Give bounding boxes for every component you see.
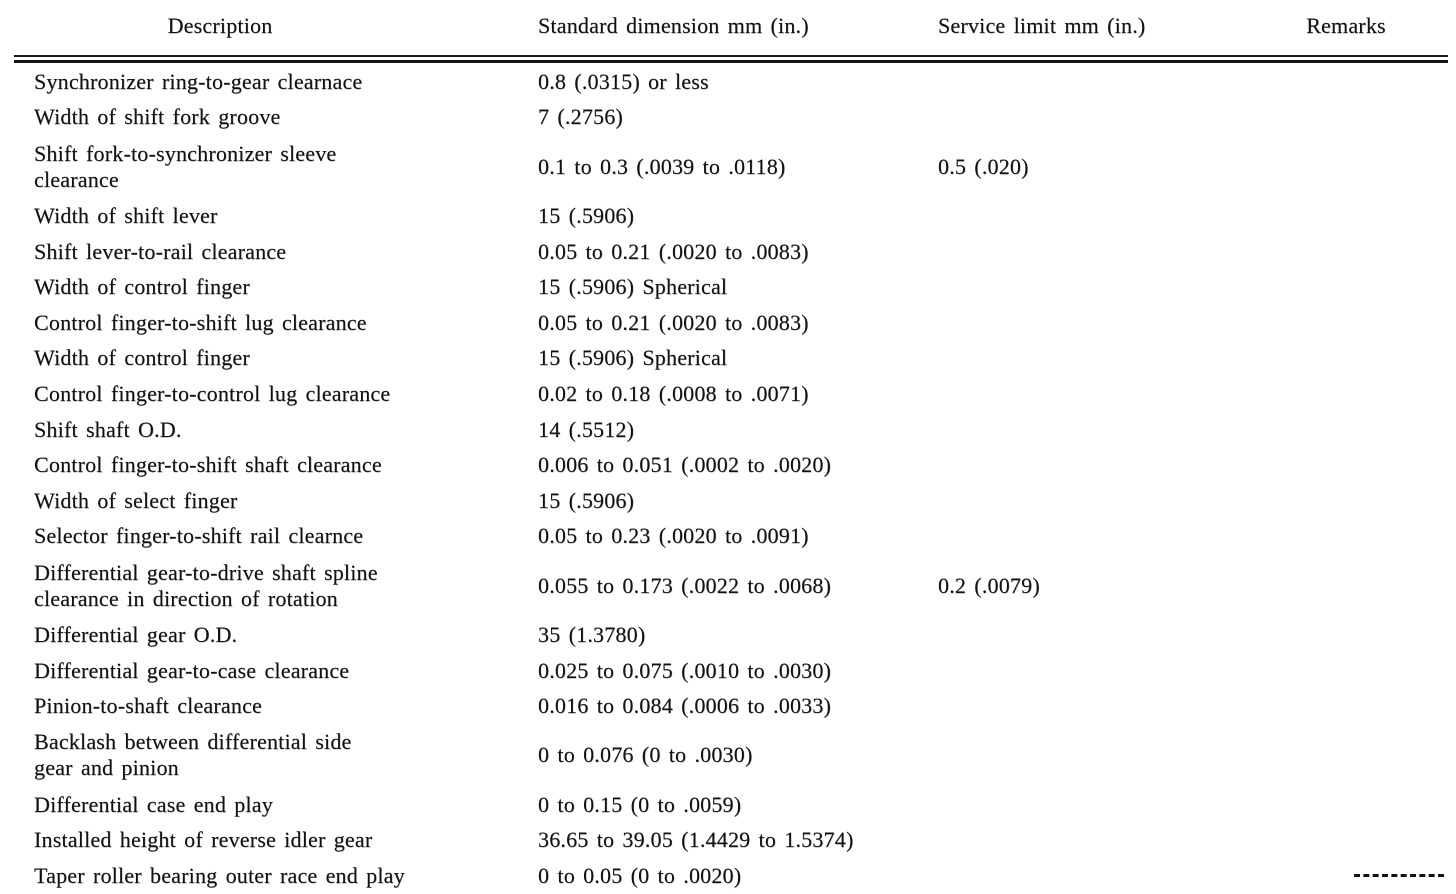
description-cell: Control finger-to-shift shaft clearance	[34, 452, 382, 478]
table-row: Control finger-to-shift shaft clearance …	[0, 447, 1456, 483]
description-cell: Backlash between differential side gear …	[34, 729, 352, 781]
standard-dimension-cell: 0.055 to 0.173 (.0022 to .0068)	[538, 572, 832, 598]
description-cell: Shift fork-to-synchronizer sleeve cleara…	[34, 140, 337, 192]
table-row: Backlash between differential side gear …	[0, 724, 1456, 787]
description-cell: Selector finger-to-shift rail clearnce	[34, 523, 364, 549]
standard-dimension-cell: 15 (.5906) Spherical	[538, 274, 728, 300]
description-cell: Differential gear-to-case clearance	[34, 657, 350, 683]
table-row: Control finger-to-control lug clearance …	[0, 376, 1456, 412]
description-cell: Pinion-to-shaft clearance	[34, 693, 263, 719]
standard-dimension-cell: 0.025 to 0.075 (.0010 to .0030)	[538, 657, 832, 683]
table-row: Shift fork-to-synchronizer sleeve cleara…	[0, 135, 1456, 198]
description-cell: Shift lever-to-rail clearance	[34, 238, 287, 264]
table-row: Width of shift lever 15 (.5906)	[0, 198, 1456, 234]
table-row: Differential gear-to-drive shaft spline …	[0, 554, 1456, 617]
description-cell: Shift shaft O.D.	[34, 416, 182, 442]
column-header-standard-dimension: Standard dimension mm (in.)	[538, 13, 809, 38]
description-cell: Control finger-to-shift lug clearance	[34, 309, 367, 335]
description-cell: Taper roller bearing outer race end play	[34, 862, 405, 888]
service-limit-cell: 0.2 (.0079)	[938, 572, 1040, 598]
standard-dimension-cell: 0 to 0.05 (0 to .0020)	[538, 862, 742, 888]
header-rule-top	[14, 55, 1448, 57]
table-row: Width of control finger 15 (.5906) Spher…	[0, 269, 1456, 305]
table-row: Control finger-to-shift lug clearance 0.…	[0, 305, 1456, 341]
description-cell: Width of control finger	[34, 274, 250, 300]
table-row: Width of control finger 15 (.5906) Spher…	[0, 341, 1456, 377]
standard-dimension-cell: 0 to 0.076 (0 to .0030)	[538, 742, 753, 768]
standard-dimension-cell: 0.05 to 0.21 (.0020 to .0083)	[538, 238, 809, 264]
standard-dimension-cell: 7 (.2756)	[538, 104, 623, 130]
description-cell: Width of select finger	[34, 487, 238, 513]
table-row: Differential gear O.D. 35 (1.3780)	[0, 617, 1456, 653]
table-row: Pinion-to-shaft clearance 0.016 to 0.084…	[0, 688, 1456, 724]
table-row: Differential gear-to-case clearance 0.02…	[0, 653, 1456, 689]
standard-dimension-cell: 15 (.5906)	[538, 202, 635, 228]
standard-dimension-cell: 36.65 to 39.05 (1.4429 to 1.5374)	[538, 827, 854, 853]
standard-dimension-cell: 0.1 to 0.3 (.0039 to .0118)	[538, 153, 786, 179]
table-body: Synchronizer ring-to-gear clearnace 0.8 …	[0, 64, 1456, 894]
description-cell: Width of control finger	[34, 345, 250, 371]
table-row: Width of shift fork groove 7 (.2756)	[0, 100, 1456, 136]
standard-dimension-cell: 0.016 to 0.084 (.0006 to .0033)	[538, 693, 832, 719]
standard-dimension-cell: 0.05 to 0.23 (.0020 to .0091)	[538, 523, 809, 549]
column-header-service-limit: Service limit mm (in.)	[938, 13, 1146, 38]
table-row: Width of select finger 15 (.5906)	[0, 483, 1456, 519]
standard-dimension-cell: 35 (1.3780)	[538, 621, 646, 647]
header-rule-bottom	[14, 60, 1448, 63]
description-cell: Synchronizer ring-to-gear clearnace	[34, 68, 363, 94]
table-row: Synchronizer ring-to-gear clearnace 0.8 …	[0, 64, 1456, 100]
column-header-remarks: Remarks	[1306, 13, 1386, 38]
table-row: Shift lever-to-rail clearance 0.05 to 0.…	[0, 234, 1456, 270]
standard-dimension-cell: 0.006 to 0.051 (.0002 to .0020)	[538, 452, 832, 478]
description-cell: Width of shift fork groove	[34, 104, 281, 130]
standard-dimension-cell: 0.05 to 0.21 (.0020 to .0083)	[538, 309, 809, 335]
description-cell: Differential gear-to-drive shaft spline …	[34, 559, 378, 611]
description-cell: Control finger-to-control lug clearance	[34, 380, 391, 406]
table-row: Taper roller bearing outer race end play…	[0, 858, 1456, 894]
standard-dimension-cell: 15 (.5906)	[538, 487, 635, 513]
standard-dimension-cell: 0.8 (.0315) or less	[538, 68, 709, 94]
bottom-rule-fragment	[1354, 874, 1444, 877]
description-cell: Installed height of reverse idler gear	[34, 827, 373, 853]
description-cell: Width of shift lever	[34, 202, 218, 228]
service-limit-cell: 0.5 (.020)	[938, 153, 1029, 179]
table-row: Selector finger-to-shift rail clearnce 0…	[0, 519, 1456, 555]
description-cell: Differential case end play	[34, 791, 273, 817]
standard-dimension-cell: 15 (.5906) Spherical	[538, 345, 728, 371]
table-row: Installed height of reverse idler gear 3…	[0, 823, 1456, 859]
description-cell: Differential gear O.D.	[34, 621, 238, 647]
column-header-description: Description	[167, 13, 273, 38]
standard-dimension-cell: 0 to 0.15 (0 to .0059)	[538, 791, 742, 817]
table-row: Differential case end play 0 to 0.15 (0 …	[0, 787, 1456, 823]
table-row: Shift shaft O.D. 14 (.5512)	[0, 412, 1456, 448]
standard-dimension-cell: 14 (.5512)	[538, 416, 635, 442]
standard-dimension-cell: 0.02 to 0.18 (.0008 to .0071)	[538, 380, 809, 406]
